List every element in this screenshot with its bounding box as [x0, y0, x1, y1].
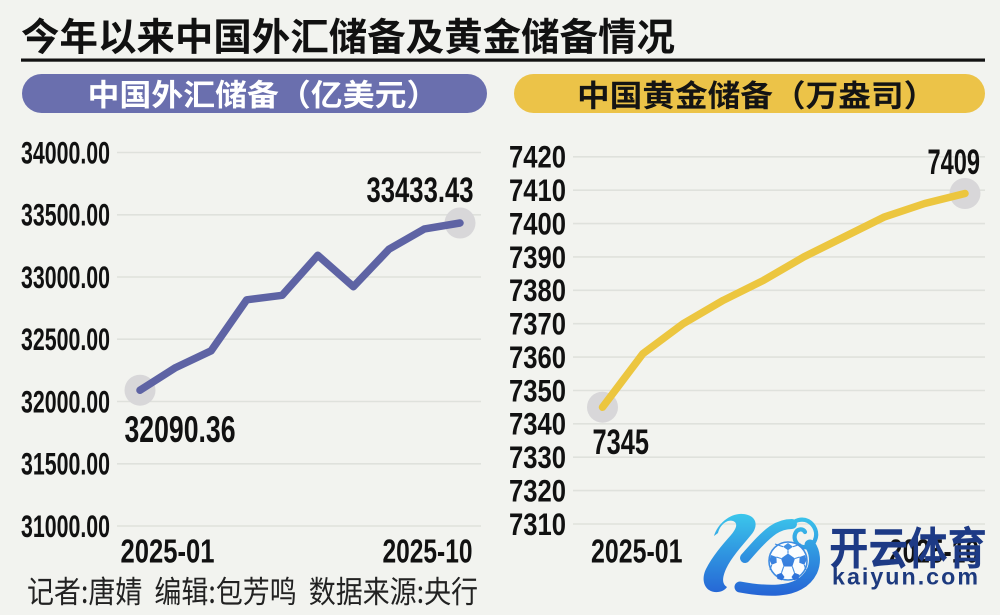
svg-text:7340: 7340: [509, 406, 566, 442]
svg-text:7370: 7370: [509, 306, 566, 342]
svg-text:31500.00: 31500.00: [21, 446, 110, 482]
svg-text:7345: 7345: [593, 423, 650, 462]
svg-text:7320: 7320: [509, 472, 566, 508]
svg-text:33500.00: 33500.00: [21, 197, 110, 233]
svg-text:2025-10: 2025-10: [383, 532, 473, 569]
svg-text:7360: 7360: [509, 339, 566, 375]
svg-text:7380: 7380: [509, 272, 566, 308]
svg-text:32000.00: 32000.00: [21, 383, 110, 419]
svg-text:7310: 7310: [509, 506, 566, 542]
svg-text:7400: 7400: [509, 205, 566, 241]
svg-text:2025-01: 2025-01: [121, 532, 215, 569]
svg-text:7330: 7330: [509, 439, 566, 475]
svg-text:32090.36: 32090.36: [125, 409, 236, 450]
svg-text:7350: 7350: [509, 372, 566, 408]
svg-text:kaiyun.com: kaiyun.com: [832, 564, 980, 590]
svg-text:7390: 7390: [509, 239, 566, 275]
svg-text:32500.00: 32500.00: [21, 321, 110, 357]
svg-text:7409: 7409: [928, 143, 981, 182]
svg-text:2025-01: 2025-01: [591, 532, 683, 569]
svg-text:33433.43: 33433.43: [367, 171, 474, 210]
svg-text:34000.00: 34000.00: [21, 134, 110, 170]
svg-text:7410: 7410: [509, 172, 566, 208]
svg-text:31000.00: 31000.00: [21, 508, 110, 544]
svg-text:7420: 7420: [509, 139, 566, 175]
svg-text:33000.00: 33000.00: [21, 259, 110, 295]
